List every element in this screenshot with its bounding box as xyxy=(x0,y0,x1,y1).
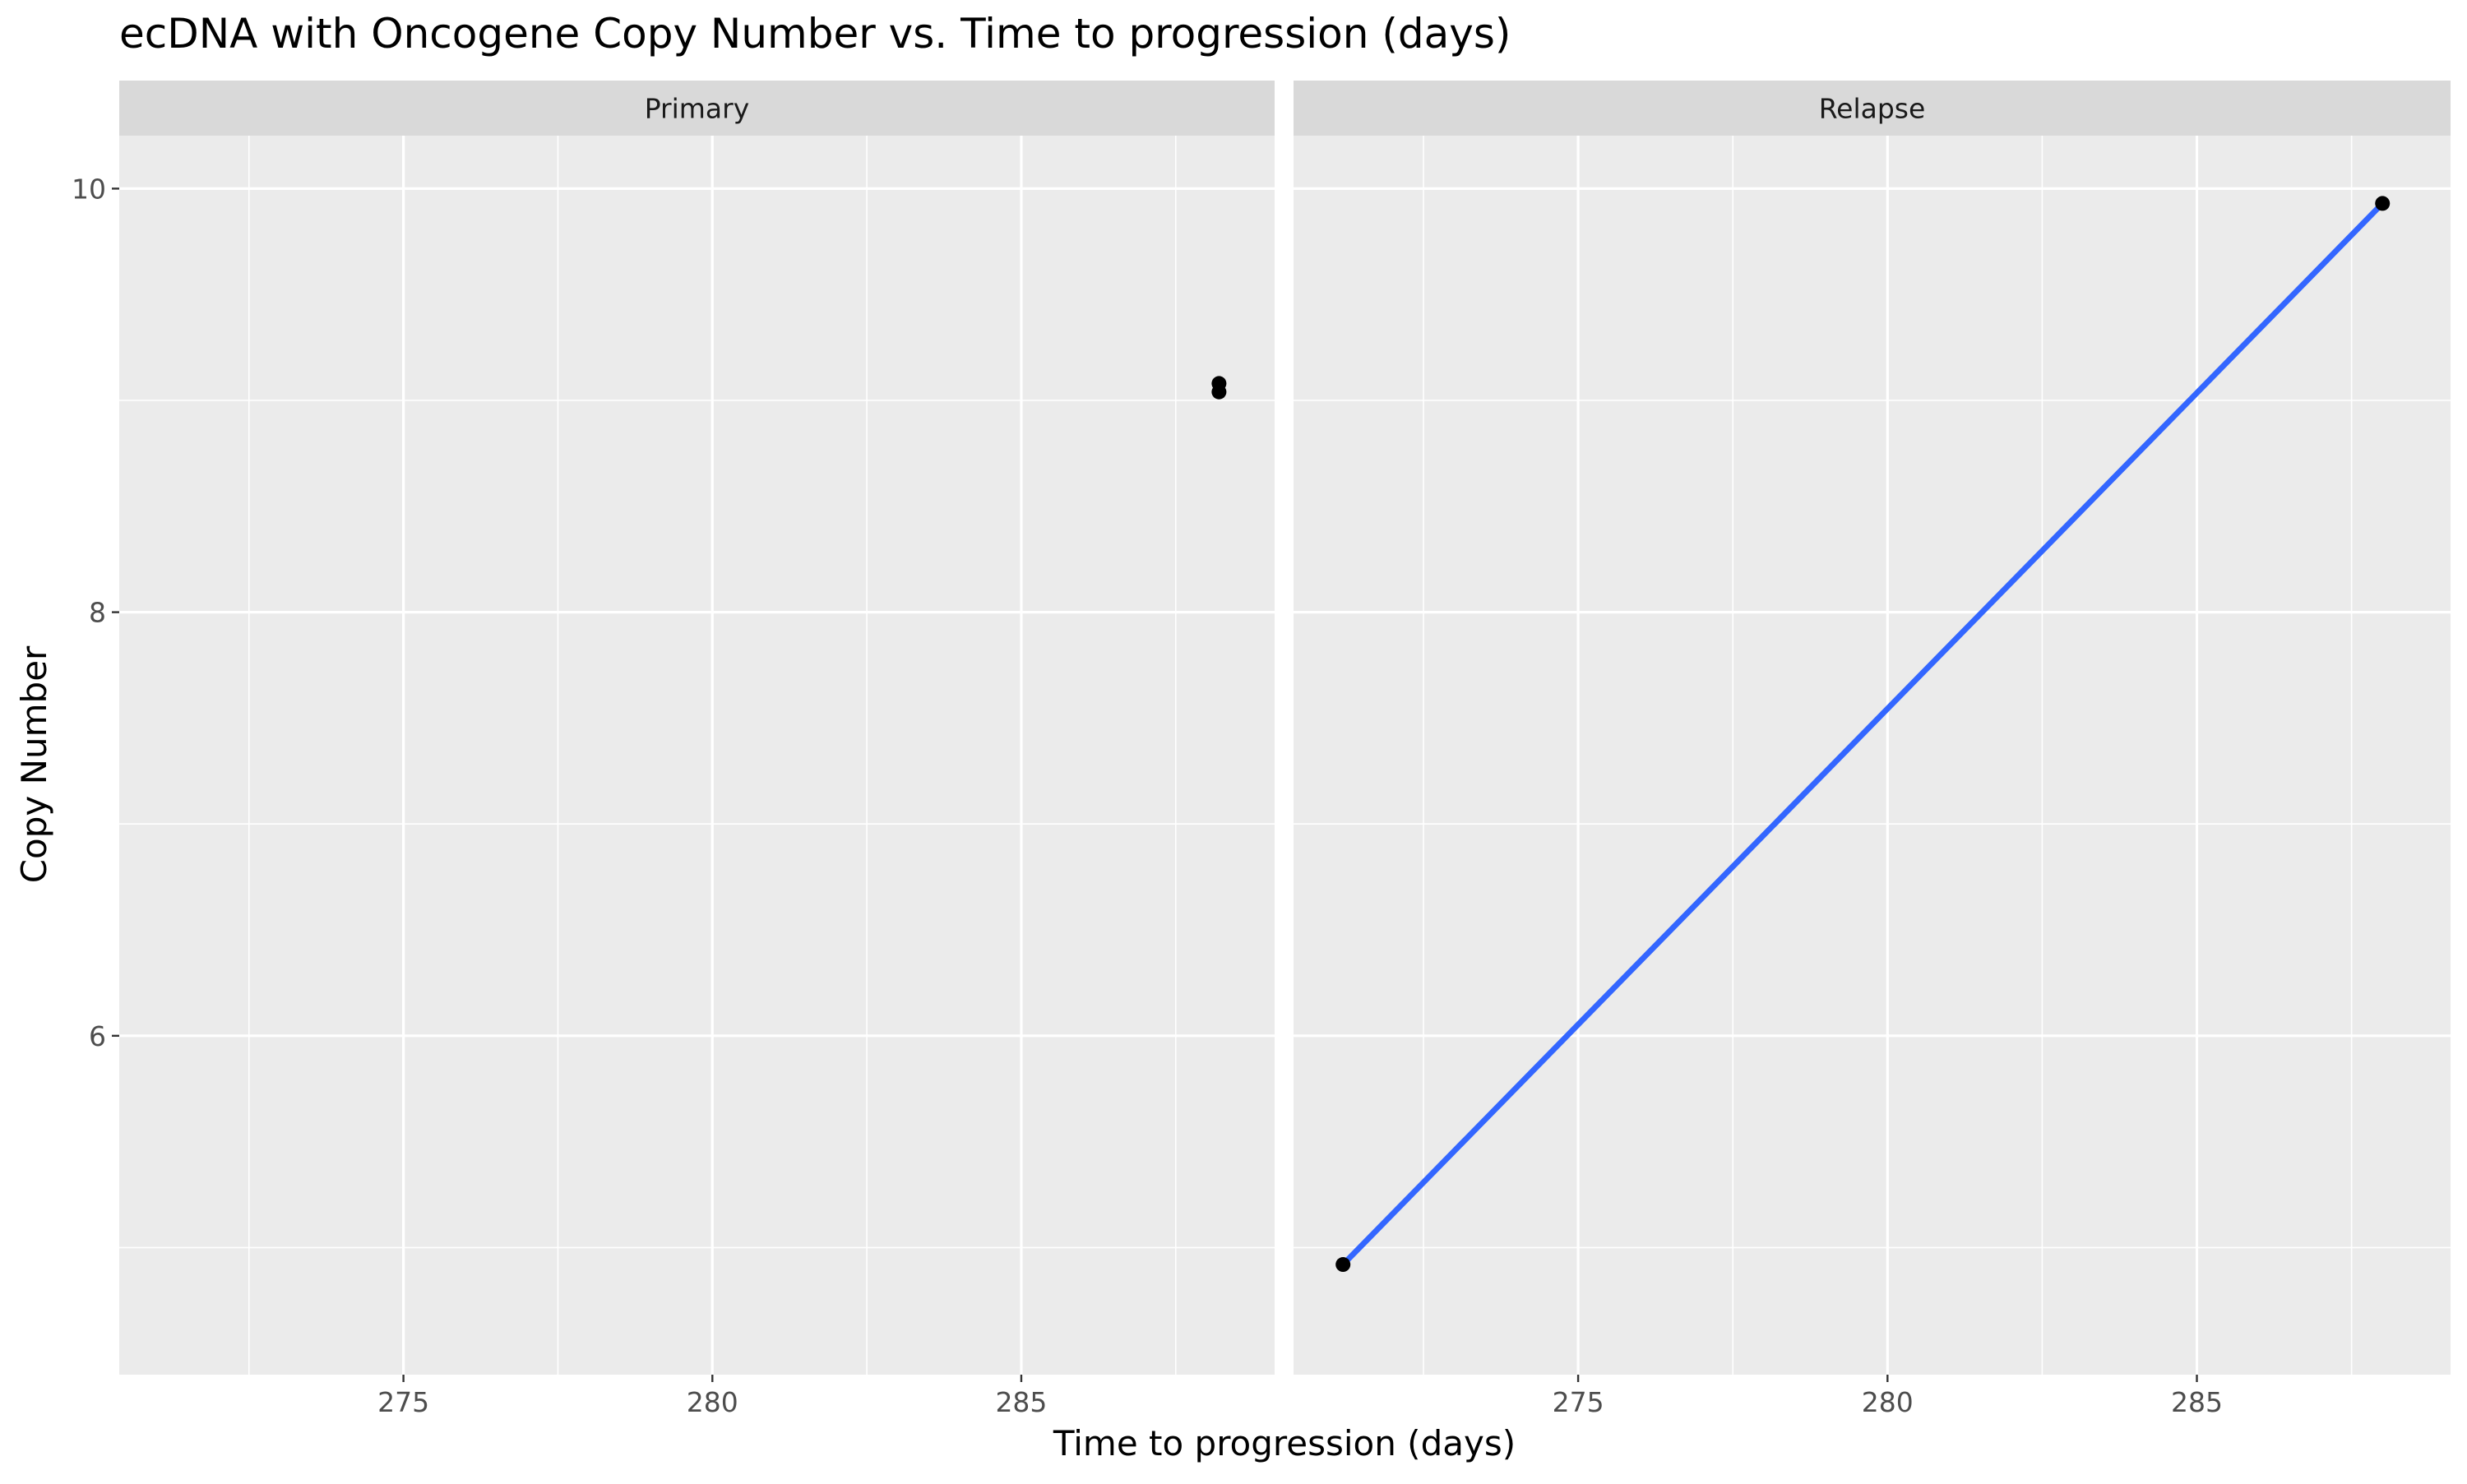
data-point xyxy=(2375,196,2391,211)
panel-background xyxy=(119,136,1275,1375)
facet-panel-primary: Primary 275 280 285 6 8 10 xyxy=(72,81,1275,1418)
x-tick-label: 280 xyxy=(1862,1386,1914,1418)
panel-background xyxy=(1294,136,2451,1375)
facet-strip-background xyxy=(119,81,1275,136)
x-tick-label: 285 xyxy=(2171,1386,2223,1418)
facets-layer: Primary 275 280 285 6 8 10 Relapse 275 280 285 xyxy=(72,81,2451,1418)
x-tick-label: 275 xyxy=(1553,1386,1604,1418)
facet-panel-relapse: Relapse 275 280 285 xyxy=(1294,81,2451,1418)
x-tick-label: 275 xyxy=(377,1386,429,1418)
y-tick-label: 10 xyxy=(72,173,106,205)
x-tick-label: 285 xyxy=(995,1386,1047,1418)
data-point xyxy=(1211,384,1227,400)
y-axis-title: Copy Number xyxy=(14,645,54,883)
trend-line xyxy=(1340,201,2385,1267)
facet-strip-background xyxy=(1294,81,2451,136)
chart-title: ecDNA with Oncogene Copy Number vs. Time… xyxy=(119,10,1511,58)
x-tick-label: 280 xyxy=(687,1386,738,1418)
y-tick-label: 8 xyxy=(89,597,106,629)
x-axis-title: Time to progression (days) xyxy=(1053,1423,1516,1463)
facet-strip-label: Relapse xyxy=(1819,93,1926,125)
y-tick-label: 6 xyxy=(89,1020,106,1052)
data-point xyxy=(1335,1257,1351,1273)
facet-strip-label: Primary xyxy=(645,93,750,125)
